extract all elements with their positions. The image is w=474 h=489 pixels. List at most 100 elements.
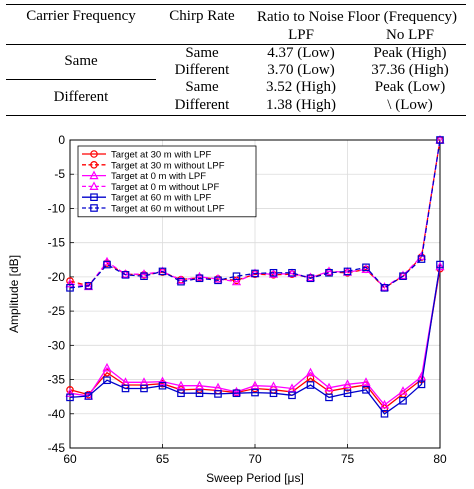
series-6 [66,136,444,292]
data-point [176,275,186,284]
legend-label: Target at 60 m with LPF [111,193,212,204]
data-point [121,271,130,279]
data-point [195,389,204,398]
data-point [177,389,185,398]
data-point [103,260,111,269]
y-tick-label: -45 [48,441,66,455]
series-4 [65,134,445,291]
legend-label: Target at 30 m without LPF [111,160,225,171]
header-ratio-to-noise-floor: Ratio to Noise Floor (Frequency) [257,8,457,25]
chart-axes: 60 65 70 75 80 0 -5 -10 -15 -20 -25 -30 -35 -40 -45 [48,133,447,466]
data-point [269,389,278,398]
amplitude-chart: 60 65 70 75 80 0 -5 -10 -15 -20 -25 -30 -35 -40 -45 Sw… [7,133,447,485]
data-point [232,389,241,398]
y-tick-label: -40 [48,407,66,421]
legend-label: Target at 0 m with LPF [111,171,206,182]
no-lpf-cell: Peak (Low) [374,79,446,95]
data-point [361,377,371,386]
no-lpf-cell: \ (Low) [387,96,433,113]
data-point [398,386,408,395]
data-point [379,399,390,409]
y-tick-label: -25 [48,304,66,318]
data-point [251,269,259,278]
lpf-cell: 1.38 (High) [266,96,336,113]
data-point [288,268,296,277]
data-point [65,388,75,397]
data-point [435,261,445,271]
data-point [66,284,74,292]
series-line [69,266,441,406]
legend-label: Target at 60 m without LPF [111,204,225,215]
data-point [306,381,315,389]
series-5 [66,260,444,418]
y-axis-label: Amplitude [dB] [7,255,21,333]
data-point [342,379,353,388]
data-point [66,393,74,402]
data-point [195,274,204,283]
data-point [268,269,279,278]
y-tick-label: -5 [54,167,65,181]
legend-marker [90,160,98,169]
data-point [214,390,222,398]
legend-label: Target at 30 m with LPF [111,150,212,161]
x-tick-label: 65 [156,452,170,466]
data-point [250,380,260,390]
data-point [324,382,334,392]
data-point [343,389,352,398]
y-tick-label: -10 [48,201,66,215]
data-point [102,362,112,372]
data-point [103,376,111,385]
legend-marker [90,150,98,158]
data-point [269,268,278,277]
lpf-cell: 3.52 (High) [266,79,336,95]
series-line [69,139,441,289]
data-point [84,281,93,290]
data-point [231,386,242,396]
x-tick-label: 80 [433,452,447,466]
y-tick-label: -30 [48,338,66,352]
y-tick-label: 0 [58,133,65,147]
data-point [436,260,444,269]
legend-marker [90,204,98,212]
data-point [177,277,185,286]
results-table-wrap: Carrier Frequency Chirp Rate Ratio to No… [6,4,466,116]
x-axis-label: Sweep Period [μs] [206,471,304,485]
data-point [417,255,426,263]
data-point [362,263,370,272]
data-point [305,367,316,377]
header-lpf: LPF [288,26,314,43]
y-tick-label: -35 [48,373,66,387]
data-point [436,136,444,144]
data-point [399,396,407,405]
header-no-lpf: No LPF [386,26,434,43]
data-point [176,380,186,390]
y-tick-label: -15 [48,236,66,250]
x-tick-label: 70 [248,452,262,466]
series-line [69,264,441,415]
legend-marker [90,193,98,202]
legend-box [77,145,257,218]
x-tick-label: 75 [341,452,355,466]
results-table: Carrier Frequency Chirp Rate Ratio to No… [6,4,466,116]
data-point [362,386,370,394]
data-point [140,384,148,393]
data-point [213,273,223,283]
data-point [325,393,333,402]
x-tick-label: 60 [63,452,77,466]
data-point [251,388,259,397]
carrier-cell-same: Same [6,44,156,80]
no-lpf-cell: Peak (High) [373,45,447,61]
data-point [324,266,334,276]
data-point [158,267,167,276]
data-point [399,272,407,281]
data-point [343,267,352,276]
chirp-cell: Same [185,45,219,61]
data-point [194,271,205,281]
chirp-cell: Different [174,62,230,78]
legend-marker [89,181,99,191]
lpf-cell: 4.37 (Low) [267,45,335,61]
data-point [140,272,148,281]
data-point [380,409,389,418]
data-point [194,380,205,390]
lpf-cell: 3.70 (Low) [267,62,335,78]
